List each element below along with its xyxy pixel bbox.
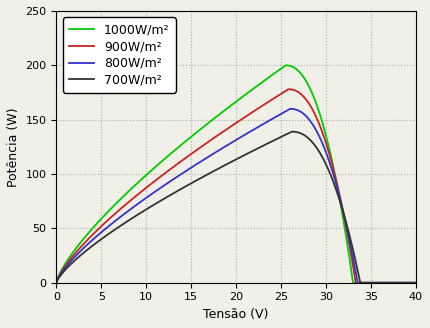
- 700W/m²: [95, 240, 100, 244]
- Line: 800W/m²: 800W/m²: [56, 109, 416, 283]
- 900W/m²: [368, 281, 373, 285]
- 900W/m²: [54, 281, 59, 285]
- 900W/m²: [406, 281, 412, 285]
- 900W/m²: [192, 150, 197, 154]
- 700W/m²: [406, 281, 412, 285]
- 1000W/m²: [283, 63, 288, 67]
- 1000W/m²: [54, 281, 59, 285]
- 800W/m²: [368, 281, 373, 285]
- Line: 1000W/m²: 1000W/m²: [56, 65, 416, 283]
- 1000W/m²: [116, 199, 121, 203]
- 800W/m²: [207, 154, 212, 158]
- X-axis label: Tensão (V): Tensão (V): [203, 308, 269, 321]
- 700W/m²: [54, 281, 59, 285]
- 800W/m²: [95, 234, 100, 237]
- 700W/m²: [368, 281, 373, 285]
- 1000W/m²: [207, 120, 212, 124]
- 700W/m²: [192, 180, 197, 184]
- 900W/m²: [95, 228, 100, 232]
- 700W/m²: [413, 281, 418, 285]
- 900W/m²: [116, 209, 121, 213]
- 700W/m²: [207, 171, 212, 175]
- 700W/m²: [289, 130, 295, 133]
- 1000W/m²: [368, 281, 373, 285]
- 1000W/m²: [406, 281, 412, 285]
- 800W/m²: [192, 164, 197, 168]
- 800W/m²: [288, 107, 293, 111]
- 800W/m²: [54, 281, 59, 285]
- 1000W/m²: [192, 132, 197, 136]
- 800W/m²: [406, 281, 412, 285]
- Legend: 1000W/m², 900W/m², 800W/m², 700W/m²: 1000W/m², 900W/m², 800W/m², 700W/m²: [63, 17, 176, 93]
- 1000W/m²: [95, 221, 100, 225]
- Line: 900W/m²: 900W/m²: [56, 89, 416, 283]
- 800W/m²: [116, 216, 121, 220]
- 900W/m²: [413, 281, 418, 285]
- Line: 700W/m²: 700W/m²: [56, 132, 416, 283]
- 1000W/m²: [413, 281, 418, 285]
- 900W/m²: [286, 87, 291, 91]
- 900W/m²: [207, 139, 212, 143]
- 800W/m²: [413, 281, 418, 285]
- 700W/m²: [116, 225, 121, 229]
- Y-axis label: Potência (W): Potência (W): [7, 107, 20, 187]
